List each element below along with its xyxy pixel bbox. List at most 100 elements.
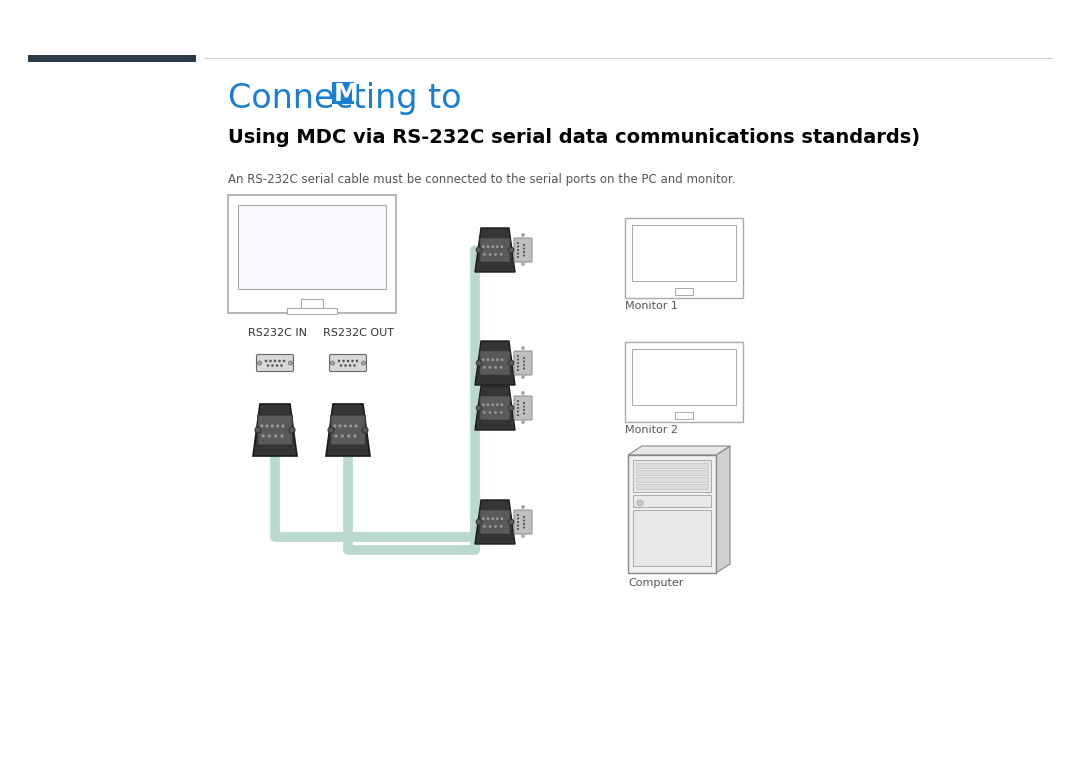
Text: An RS-232C serial cable must be connected to the serial ports on the PC and moni: An RS-232C serial cable must be connecte… [228, 173, 735, 186]
Circle shape [257, 361, 261, 365]
Bar [633, 460, 711, 492]
Circle shape [521, 534, 525, 538]
Circle shape [338, 359, 340, 362]
Circle shape [267, 364, 269, 367]
Bar [636, 477, 708, 482]
Circle shape [496, 517, 499, 520]
Circle shape [523, 405, 525, 407]
Bar [632, 349, 735, 405]
FancyBboxPatch shape [257, 355, 294, 372]
Circle shape [487, 359, 489, 361]
Circle shape [261, 434, 265, 437]
Circle shape [482, 359, 485, 361]
Circle shape [362, 427, 368, 433]
Circle shape [523, 516, 525, 518]
Circle shape [523, 247, 525, 250]
Circle shape [521, 346, 525, 350]
Circle shape [523, 412, 525, 414]
Circle shape [523, 526, 525, 529]
Bar [28, 55, 195, 62]
Circle shape [476, 360, 482, 365]
Circle shape [501, 245, 503, 248]
Circle shape [362, 361, 365, 365]
Bar [633, 510, 711, 566]
Circle shape [491, 359, 494, 361]
Circle shape [275, 364, 279, 367]
Polygon shape [475, 341, 515, 385]
Circle shape [523, 368, 525, 369]
Circle shape [517, 369, 519, 371]
Circle shape [487, 245, 489, 248]
Circle shape [351, 359, 354, 362]
FancyBboxPatch shape [480, 396, 511, 420]
Circle shape [521, 391, 525, 395]
Bar [332, 82, 354, 104]
Circle shape [354, 424, 357, 427]
Circle shape [353, 434, 356, 437]
Circle shape [500, 525, 502, 528]
Bar [675, 288, 693, 295]
Polygon shape [716, 446, 730, 573]
Circle shape [483, 411, 486, 414]
Circle shape [273, 359, 276, 362]
Bar [625, 342, 743, 422]
Circle shape [487, 517, 489, 520]
Circle shape [523, 244, 525, 246]
Text: Connecting to: Connecting to [228, 82, 472, 115]
Circle shape [523, 409, 525, 411]
Circle shape [487, 404, 489, 406]
Circle shape [334, 424, 336, 427]
Circle shape [517, 400, 519, 402]
FancyBboxPatch shape [330, 415, 365, 445]
Bar [625, 218, 743, 298]
Circle shape [495, 253, 497, 256]
Circle shape [349, 424, 352, 427]
Text: Monitor 2: Monitor 2 [625, 425, 678, 435]
Circle shape [289, 427, 295, 433]
Circle shape [496, 359, 499, 361]
Bar [633, 495, 711, 507]
Circle shape [274, 434, 278, 437]
Circle shape [509, 405, 514, 410]
Circle shape [491, 404, 494, 406]
Circle shape [517, 514, 519, 516]
Circle shape [482, 517, 485, 520]
Polygon shape [475, 386, 515, 430]
Text: RS232C IN: RS232C IN [248, 328, 307, 338]
Circle shape [523, 360, 525, 362]
Circle shape [517, 253, 519, 255]
Circle shape [496, 245, 499, 248]
Circle shape [509, 247, 514, 253]
Circle shape [488, 253, 491, 256]
Circle shape [523, 357, 525, 359]
Circle shape [517, 359, 519, 361]
Circle shape [280, 364, 283, 367]
Circle shape [521, 505, 525, 509]
Bar [636, 484, 708, 489]
Circle shape [288, 361, 293, 365]
Circle shape [495, 525, 497, 528]
FancyBboxPatch shape [480, 510, 511, 534]
Polygon shape [253, 404, 297, 456]
Circle shape [269, 359, 272, 362]
FancyBboxPatch shape [258, 415, 293, 445]
Circle shape [523, 254, 525, 256]
Circle shape [283, 359, 285, 362]
Circle shape [271, 364, 274, 367]
Circle shape [488, 366, 491, 369]
FancyBboxPatch shape [514, 396, 532, 420]
Circle shape [523, 364, 525, 366]
Bar [675, 412, 693, 419]
Circle shape [500, 253, 502, 256]
Circle shape [265, 359, 268, 362]
Circle shape [495, 366, 497, 369]
Circle shape [476, 405, 482, 410]
Circle shape [637, 500, 643, 506]
Circle shape [266, 424, 269, 427]
Circle shape [517, 410, 519, 413]
Circle shape [330, 361, 335, 365]
Circle shape [500, 411, 502, 414]
Circle shape [488, 411, 491, 414]
Text: Using MDC via RS-232C serial data communications standards): Using MDC via RS-232C serial data commun… [228, 128, 920, 147]
Circle shape [517, 404, 519, 406]
